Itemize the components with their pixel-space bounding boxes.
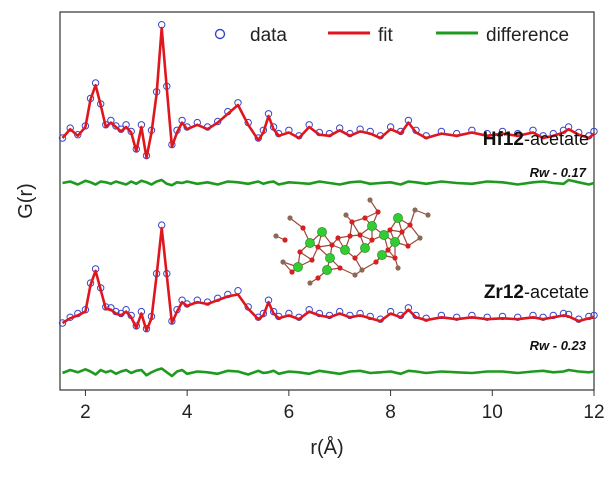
cluster-oxygen-atom (369, 237, 375, 243)
hf12-data-point (58, 134, 67, 142)
cluster-oxygen-atom (385, 247, 391, 253)
legend: data fit difference (214, 25, 569, 46)
hf12-fit-line (61, 26, 595, 160)
cluster-metal-atom (390, 237, 400, 247)
cluster-bond (289, 217, 304, 229)
cluster-oxygen-atom (375, 209, 381, 215)
cluster-oxygen-atom (282, 237, 288, 243)
hf12-data-point (66, 124, 74, 132)
zr12-data-point (234, 287, 242, 295)
legend-data-symbol (214, 28, 226, 40)
cluster-oxygen-atom (289, 269, 295, 275)
cluster-oxygen-atom (337, 265, 343, 271)
cluster-oxygen-atom (392, 255, 398, 261)
legend-data-label: data (250, 25, 287, 46)
metal-oxo-cluster-image (273, 197, 431, 286)
cluster-carbon-atom (343, 212, 349, 218)
hf12-difference-line (62, 178, 595, 187)
x-tick-label: 6 (284, 402, 295, 423)
zr12-sample-label: Zr12-acetate (484, 282, 589, 303)
hf12-sample-label: Hf12-acetate (483, 129, 589, 150)
cluster-oxygen-atom (297, 249, 303, 255)
cluster-carbon-atom (395, 265, 401, 271)
zr12-difference-line (62, 367, 595, 378)
cluster-metal-atom (325, 253, 335, 263)
cluster-bond (361, 261, 377, 271)
hf12-rw-label: Rw - 0.17 (530, 165, 587, 180)
cluster-metal-atom (367, 221, 377, 231)
cluster-oxygen-atom (407, 222, 413, 228)
x-tick-label: 12 (583, 402, 604, 423)
cluster-oxygen-atom (405, 243, 411, 249)
zr12-label-rest: -acetate (524, 282, 589, 302)
y-axis-title: G(r) (15, 183, 37, 219)
cluster-metal-atom (340, 245, 350, 255)
cluster-bond (339, 267, 356, 276)
cluster-metal-atom (317, 227, 327, 237)
cluster-oxygen-atom (349, 219, 355, 225)
cluster-oxygen-atom (315, 244, 321, 250)
x-axis-title: r(Å) (310, 436, 343, 459)
cluster-oxygen-atom (315, 275, 321, 281)
zr12-data-point (132, 322, 141, 330)
cluster-metal-atom (305, 238, 315, 248)
cluster-bond (409, 224, 421, 239)
legend-difference-label: difference (486, 25, 569, 46)
cluster-oxygen-atom (300, 225, 306, 231)
cluster-metal-atom (377, 250, 387, 260)
x-axis-ticks: 2 4 6 8 10 12 (80, 390, 605, 423)
cluster-carbon-atom (417, 235, 423, 241)
cluster-carbon-atom (352, 272, 358, 278)
hf12-label-bold: Hf12 (483, 129, 524, 150)
cluster-oxygen-atom (362, 215, 368, 221)
cluster-oxygen-atom (352, 255, 358, 261)
cluster-metal-atom (322, 265, 332, 275)
zr12-data-point (58, 319, 67, 327)
zr12-fit-line (61, 226, 595, 332)
cluster-carbon-atom (425, 212, 431, 218)
zr12-label-bold: Zr12 (484, 282, 524, 303)
plot-frame (59, 11, 595, 391)
cluster-carbon-atom (287, 215, 293, 221)
cluster-carbon-atom (273, 233, 279, 239)
cluster-bond (409, 209, 416, 226)
cluster-oxygen-atom (373, 259, 379, 265)
cluster-oxygen-atom (329, 242, 335, 248)
cluster-carbon-atom (359, 267, 365, 273)
cluster-carbon-atom (280, 259, 286, 265)
legend-fit-label: fit (378, 25, 394, 46)
cluster-oxygen-atom (399, 229, 405, 235)
cluster-metal-atom (393, 213, 403, 223)
cluster-carbon-atom (307, 280, 313, 286)
zr12-rw-label: Rw - 0.23 (530, 338, 587, 353)
series-layer (58, 21, 598, 378)
cluster-oxygen-atom (347, 233, 353, 239)
cluster-oxygen-atom (335, 235, 341, 241)
cluster-oxygen-atom (387, 227, 393, 233)
cluster-oxygen-atom (357, 232, 363, 238)
hf12-label-rest: -acetate (524, 129, 589, 149)
cluster-metal-atom (360, 243, 370, 253)
cluster-carbon-atom (412, 207, 418, 213)
cluster-metal-atom (293, 262, 303, 272)
x-tick-label: 4 (182, 402, 193, 423)
x-tick-label: 10 (482, 402, 503, 423)
cluster-metal-atom (379, 230, 389, 240)
x-tick-label: 8 (385, 402, 396, 423)
cluster-carbon-atom (367, 197, 373, 203)
x-tick-label: 2 (80, 402, 91, 423)
cluster-oxygen-atom (309, 257, 315, 263)
